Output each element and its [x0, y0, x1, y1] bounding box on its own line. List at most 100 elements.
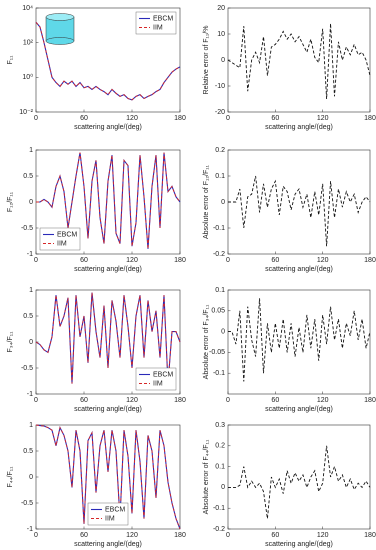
plot-frame [227, 7, 371, 113]
plot-frame [227, 424, 371, 530]
data-line [228, 445, 371, 519]
x-tick-label: 0 [226, 397, 230, 404]
y-tick-label: 0.1 [215, 463, 225, 470]
y-tick-label: -0.5 [21, 500, 33, 507]
x-tick-label: 180 [174, 397, 186, 404]
y-tick-label: -1 [27, 391, 33, 398]
y-tick-label: -20 [215, 109, 225, 116]
y-axis-label: F₃₄/F₁₁ [7, 331, 14, 353]
y-tick-label: 0.1 [215, 173, 225, 180]
x-tick-label: 180 [364, 532, 376, 539]
y-axis-label: Absolute error of F₄₄/F₁₁ [203, 439, 210, 514]
x-tick-label: 120 [126, 532, 138, 539]
x-axis-label: scattering angle/(deg) [74, 124, 142, 131]
y-tick-label: 1 [29, 287, 33, 294]
x-tick-label: 120 [317, 397, 329, 404]
y-tick-label: -0.2 [213, 251, 225, 258]
legend-box [87, 502, 129, 526]
x-tick-label: 180 [174, 532, 186, 539]
y-axis-label: F₁₂/F₁₁ [7, 191, 14, 212]
x-tick-label: 0 [226, 115, 230, 122]
x-tick-label: 60 [271, 532, 279, 539]
y-tick-label: 0 [221, 199, 225, 206]
y-tick-label: 0 [29, 339, 33, 346]
x-axis-label: scattering angle/(deg) [265, 541, 333, 548]
y-tick-label: 0 [29, 199, 33, 206]
data-line [228, 175, 371, 247]
x-axis-label: scattering angle/(deg) [265, 266, 333, 273]
plot-frame [35, 7, 181, 113]
y-tick-label: -1 [27, 251, 33, 258]
x-tick-label: 0 [34, 115, 38, 122]
x-axis-label: scattering angle/(deg) [74, 541, 142, 548]
x-tick-label: 60 [271, 397, 279, 404]
y-tick-label: -0.1 [213, 370, 225, 377]
legend-label: EBCM [105, 506, 125, 513]
x-tick-label: 60 [80, 115, 88, 122]
y-tick-label: -0.1 [213, 505, 225, 512]
x-axis-label: scattering angle/(deg) [74, 266, 142, 273]
x-tick-label: 0 [226, 257, 230, 264]
y-tick-label: -0.1 [213, 225, 225, 232]
x-axis-label: scattering angle/(deg) [265, 406, 333, 413]
x-tick-label: 120 [126, 397, 138, 404]
x-tick-label: 120 [317, 115, 329, 122]
x-tick-label: 60 [80, 532, 88, 539]
y-tick-label: 10⁻² [19, 109, 33, 116]
x-tick-label: 0 [34, 257, 38, 264]
y-tick-label: 0.2 [215, 443, 225, 450]
y-tick-label: 10² [23, 40, 34, 47]
legend-box [135, 367, 177, 391]
x-tick-label: 0 [226, 532, 230, 539]
plot-frame [227, 289, 371, 395]
legend-label: IIM [57, 240, 67, 247]
x-tick-label: 180 [174, 257, 186, 264]
cylinder-icon [45, 13, 75, 45]
y-tick-label: 0.05 [211, 308, 225, 315]
y-tick-label: 0 [221, 57, 225, 64]
y-tick-label: 0.1 [215, 287, 225, 294]
data-line [35, 292, 181, 384]
x-tick-label: 0 [34, 532, 38, 539]
y-tick-label: -1 [27, 526, 33, 533]
x-tick-label: 120 [317, 532, 329, 539]
plot-frame [227, 149, 371, 255]
y-axis-label: F₁₁ [7, 55, 14, 65]
y-tick-label: -0.5 [21, 365, 33, 372]
legend-label: EBCM [153, 15, 173, 22]
x-tick-label: 120 [317, 257, 329, 264]
y-tick-label: 20 [217, 5, 225, 12]
x-axis-label: scattering angle/(deg) [74, 406, 142, 413]
y-tick-label: 0.2 [215, 147, 225, 154]
y-tick-label: 0 [29, 474, 33, 481]
y-tick-label: 1 [29, 422, 33, 429]
legend-label: IIM [153, 380, 163, 387]
x-tick-label: 180 [174, 115, 186, 122]
y-axis-label: Relative error of F₁₁/% [203, 26, 210, 95]
x-tick-label: 120 [126, 115, 138, 122]
y-tick-label: 0 [221, 328, 225, 335]
data-line [35, 424, 181, 530]
y-tick-label: 10⁴ [22, 5, 33, 12]
x-tick-label: 180 [364, 257, 376, 264]
y-tick-label: 0.3 [215, 422, 225, 429]
legend-box [39, 227, 81, 251]
legend-box [135, 11, 177, 35]
y-axis-label: Absolute error of F₁₂/F₁₁ [203, 164, 210, 239]
legend-label: IIM [153, 24, 163, 31]
legend-label: IIM [105, 515, 115, 522]
x-tick-label: 60 [271, 115, 279, 122]
y-tick-label: -10 [215, 83, 225, 90]
legend-label: EBCM [57, 231, 77, 238]
x-tick-label: 60 [271, 257, 279, 264]
y-tick-label: -0.05 [209, 349, 225, 356]
y-axis-label: F₄₄/F₁₁ [7, 466, 14, 488]
y-tick-label: 0.5 [23, 173, 33, 180]
y-tick-label: -0.5 [21, 225, 33, 232]
y-tick-label: 0.5 [23, 313, 33, 320]
y-axis-label: Absolute error of F₃₄/F₁₁ [203, 304, 210, 379]
data-line [227, 23, 371, 100]
data-line [35, 21, 181, 101]
y-tick-label: 10 [217, 31, 225, 38]
